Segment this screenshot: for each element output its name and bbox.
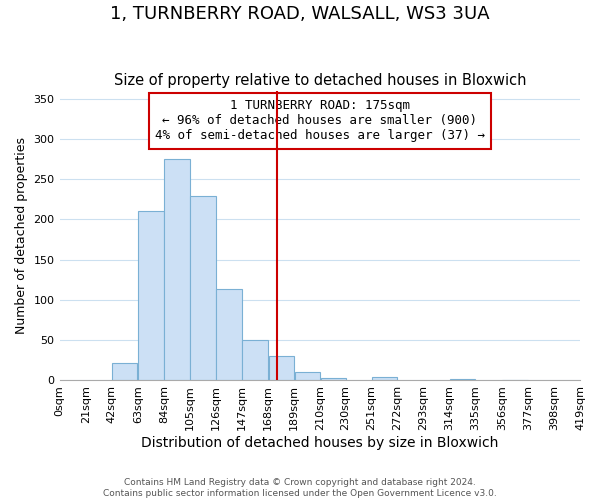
- Bar: [295, 372, 320, 380]
- Text: 1 TURNBERRY ROAD: 175sqm
← 96% of detached houses are smaller (900)
4% of semi-d: 1 TURNBERRY ROAD: 175sqm ← 96% of detach…: [155, 100, 485, 142]
- Bar: [217, 288, 242, 380]
- X-axis label: Distribution of detached houses by size in Bloxwich: Distribution of detached houses by size …: [141, 436, 499, 450]
- Bar: [190, 196, 216, 380]
- Y-axis label: Number of detached properties: Number of detached properties: [15, 137, 28, 334]
- Bar: [112, 362, 137, 380]
- Bar: [450, 379, 475, 380]
- Bar: [371, 377, 397, 380]
- Bar: [321, 378, 346, 380]
- Text: 1, TURNBERRY ROAD, WALSALL, WS3 3UA: 1, TURNBERRY ROAD, WALSALL, WS3 3UA: [110, 5, 490, 23]
- Text: Contains HM Land Registry data © Crown copyright and database right 2024.
Contai: Contains HM Land Registry data © Crown c…: [103, 478, 497, 498]
- Title: Size of property relative to detached houses in Bloxwich: Size of property relative to detached ho…: [113, 73, 526, 88]
- Bar: [138, 212, 164, 380]
- Bar: [164, 159, 190, 380]
- Bar: [242, 340, 268, 380]
- Bar: [269, 356, 294, 380]
